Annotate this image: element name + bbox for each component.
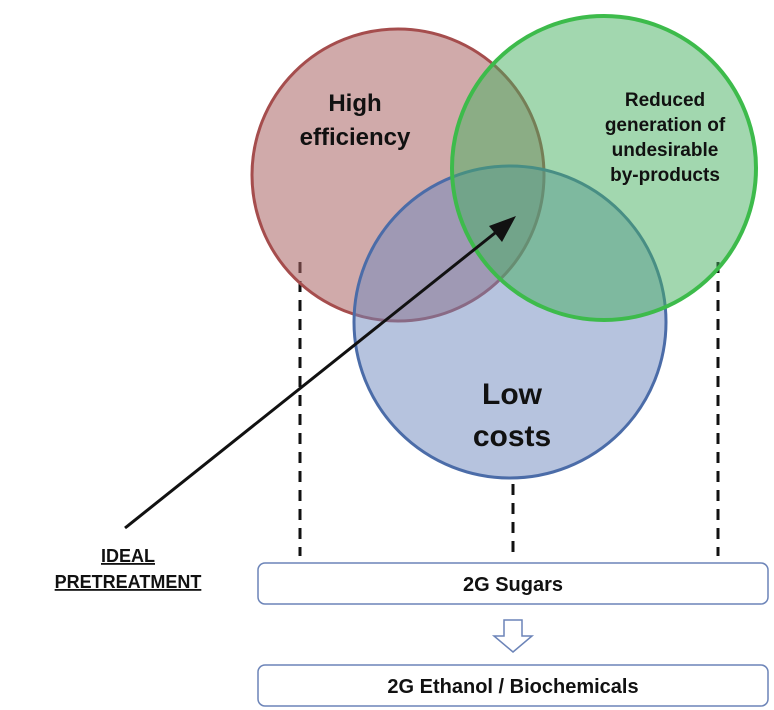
flow-arrow bbox=[491, 619, 535, 653]
dashed-guides bbox=[298, 262, 720, 556]
circle-label: costs bbox=[473, 420, 551, 453]
circle-byproducts bbox=[450, 14, 758, 322]
box bbox=[257, 664, 769, 707]
circle-label: Reduced bbox=[625, 90, 705, 111]
circle-label: undesirable bbox=[612, 140, 719, 161]
circle-label: Low bbox=[482, 378, 543, 411]
circle-label: High bbox=[328, 90, 381, 117]
circle-label: by-products bbox=[610, 165, 720, 186]
box-label: 2G Sugars bbox=[463, 574, 563, 596]
circle-label: generation of bbox=[605, 115, 726, 136]
pointer-label: PRETREATMENT bbox=[55, 572, 202, 592]
pointer-label: IDEAL bbox=[101, 546, 155, 566]
box bbox=[257, 562, 769, 605]
circle-label: efficiency bbox=[300, 124, 411, 151]
box-label: 2G Ethanol / Biochemicals bbox=[387, 676, 638, 698]
arrow-head bbox=[489, 216, 516, 242]
pointer-arrow bbox=[124, 227, 501, 530]
